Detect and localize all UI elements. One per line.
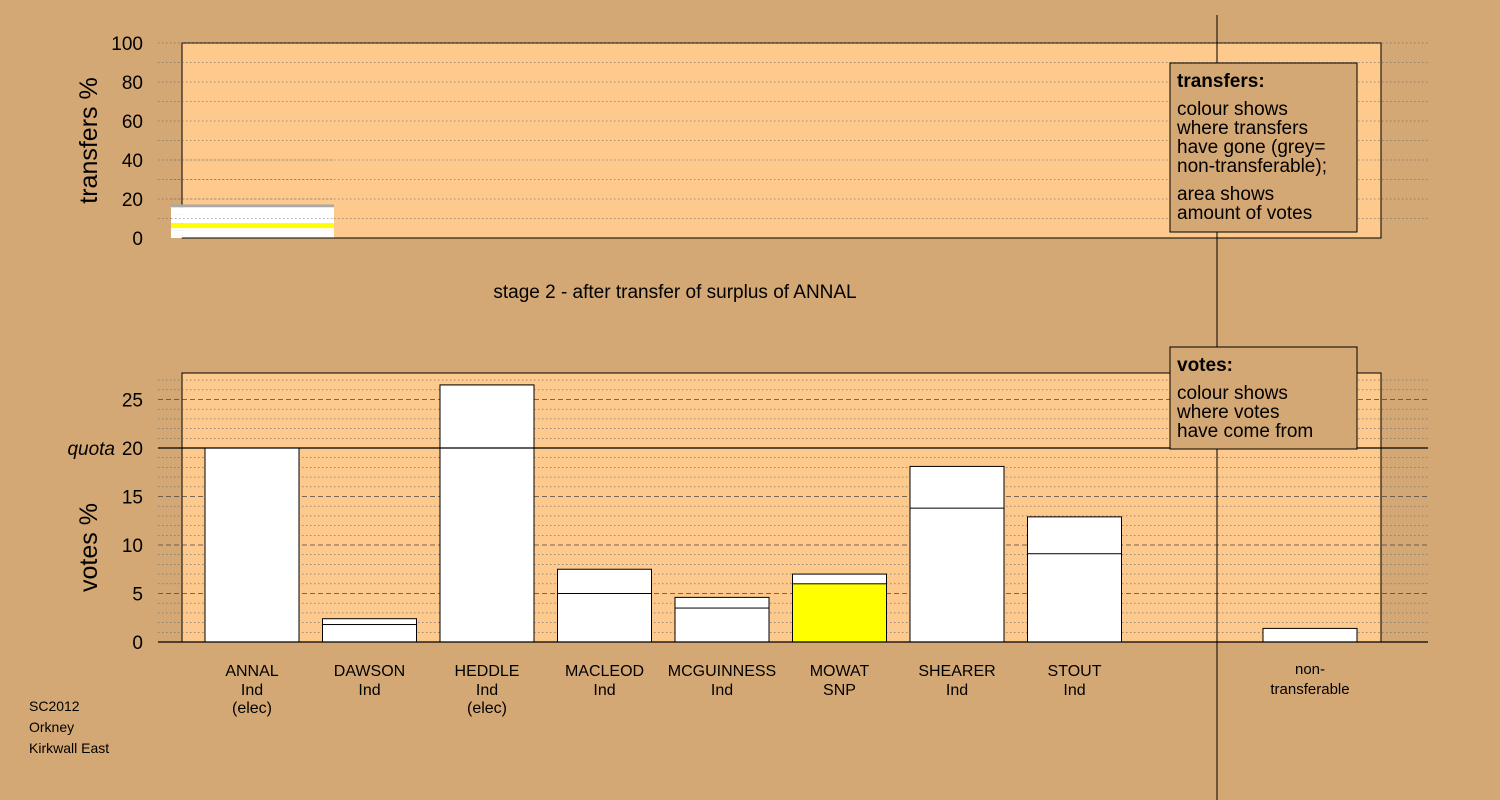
candidate-party-label: Ind [241, 682, 263, 699]
transfer-segment-stout [171, 207, 334, 215]
transfers-ytick-label: 0 [132, 229, 143, 250]
candidate-name-label: STOUT [1048, 663, 1102, 680]
votes-ytick-label: 10 [122, 536, 143, 557]
transfer-segment-non-transferable [171, 204, 334, 208]
candidate-name-label: SHEARER [918, 663, 995, 680]
transfers-legend-title: transfers: [1177, 71, 1265, 92]
votes-ytick-label: 20 [122, 439, 143, 460]
transfers-legend-line: have gone (grey= [1177, 137, 1325, 158]
stage-title: stage 2 - after transfer of surplus of A… [493, 282, 856, 303]
votes-y-axis-label: votes % [75, 503, 103, 592]
transfer-segment-dawson [171, 235, 334, 238]
candidate-name-label: DAWSON [334, 663, 405, 680]
transfer-segment-shearer [171, 214, 334, 224]
transfers-legend-line: amount of votes [1177, 203, 1312, 224]
vote-bar-nontransferable [1262, 627, 1358, 643]
transfers-legend-box [1169, 62, 1358, 233]
votes-legend-line: have come from [1177, 421, 1313, 442]
transfers-ytick-label: 20 [122, 190, 143, 211]
vote-bar-first-pref-mowat [792, 583, 887, 643]
footer: SC2012 Orkney Kirkwall East [29, 696, 109, 759]
votes-legend-line: colour shows [1177, 383, 1288, 404]
candidate-name-label: MACLEOD [565, 663, 644, 680]
transfers-ytick-label: 100 [111, 34, 143, 55]
candidate-note-label: (elec) [467, 700, 507, 717]
votes-legend-line: where votes [1176, 402, 1279, 423]
transfers-legend-line: where transfers [1176, 118, 1308, 139]
nontransferable-label-line2: transferable [1270, 681, 1349, 698]
vote-bar-first-pref-shearer [909, 507, 1005, 643]
candidate-note-label: (elec) [232, 700, 272, 717]
transfers-legend-line: area shows [1177, 184, 1274, 205]
votes-ytick-label: 15 [122, 488, 143, 509]
candidate-name-label: HEDDLE [455, 663, 520, 680]
footer-ward: Kirkwall East [29, 740, 110, 756]
transfer-segment-mowat [171, 223, 334, 229]
transfers-ytick-label: 80 [122, 73, 143, 94]
nontransferable-label-line1: non- [1295, 661, 1325, 678]
votes-legend-title: votes: [1177, 355, 1233, 376]
transfer-segment-mcguinness [171, 228, 334, 231]
candidate-party-label: Ind [711, 682, 733, 699]
candidate-party-label: Ind [1063, 682, 1085, 699]
footer-council: Orkney [29, 719, 75, 735]
transfers-ytick-label: 40 [122, 151, 143, 172]
transfers-legend-line: colour shows [1177, 99, 1288, 120]
vote-bar-first-pref-dawson [322, 624, 417, 643]
candidate-name-label: ANNAL [225, 663, 278, 680]
transfers-ytick-label: 60 [122, 112, 143, 133]
transfer-segment-macleod [171, 230, 334, 236]
vote-bar-first-pref-stout [1027, 553, 1122, 643]
transfers-legend-line: non-transferable); [1177, 156, 1327, 177]
candidate-party-label: Ind [358, 682, 380, 699]
candidate-name-label: MOWAT [810, 663, 870, 680]
quota-label: quota [67, 439, 115, 460]
votes-ytick-label: 25 [122, 391, 143, 412]
votes-ytick-label: 0 [132, 633, 143, 654]
vote-bar-first-pref-heddle [439, 384, 535, 643]
vote-bar-first-pref-annal [204, 447, 300, 643]
candidate-party-label: Ind [946, 682, 968, 699]
footer-election: SC2012 [29, 698, 80, 714]
votes-ytick-label: 5 [132, 585, 143, 606]
votes-legend-box [1169, 346, 1358, 450]
vote-bar-first-pref-macleod [557, 593, 652, 643]
transfers-y-axis-label: transfers % [75, 77, 103, 203]
candidate-party-label: Ind [476, 682, 498, 699]
candidate-name-label: MCGUINNESS [668, 663, 776, 680]
candidate-party-label: Ind [593, 682, 615, 699]
vote-bar-first-pref-mcguinness [674, 607, 770, 643]
candidate-party-label: SNP [823, 682, 856, 699]
